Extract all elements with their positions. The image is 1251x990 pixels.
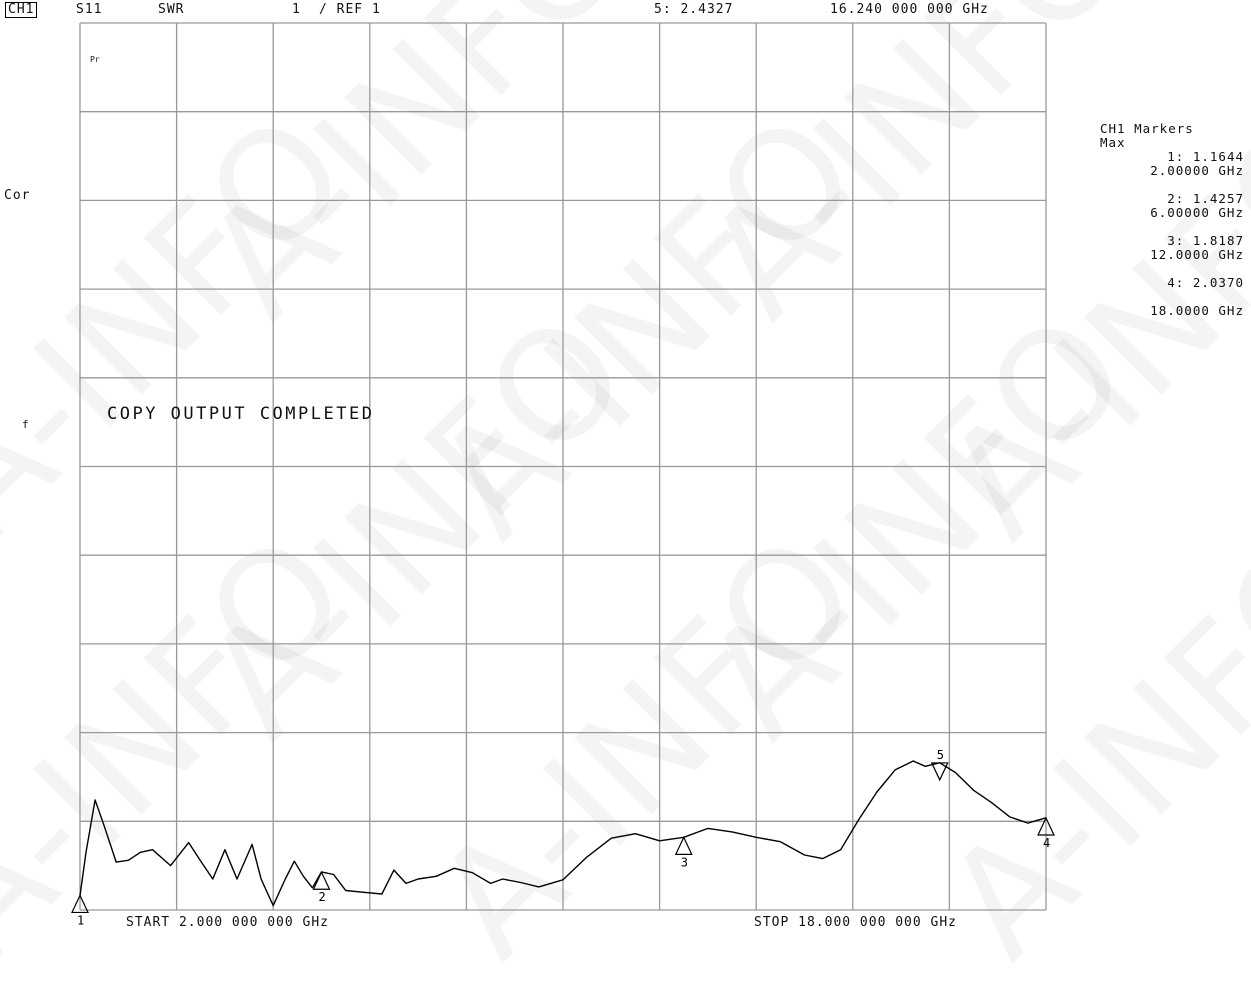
correction-indicator: Cor bbox=[4, 188, 31, 203]
swr-trace bbox=[79, 760, 1047, 907]
marker-1-label: 1 bbox=[77, 913, 84, 927]
marker-2-value: 2: 1.4257 bbox=[1167, 191, 1244, 206]
stop-frequency: STOP 18.000 000 000 GHz bbox=[754, 915, 958, 930]
copy-output-message: COPY OUTPUT COMPLETED bbox=[107, 404, 375, 424]
trace-group bbox=[79, 760, 1047, 907]
start-frequency: START 2.000 000 000 GHz bbox=[126, 915, 330, 930]
marker-5-icon bbox=[930, 762, 949, 782]
plot-flag: Pr bbox=[90, 55, 100, 64]
grid bbox=[79, 22, 1047, 911]
active-marker-frequency: 16.240 000 000 GHz bbox=[830, 2, 989, 17]
plot-area: 1 2 3 4 5 bbox=[71, 22, 1055, 927]
marker-panel-title: CH1 Markers bbox=[1100, 121, 1194, 136]
marker-3-frequency: 12.0000 GHz bbox=[1150, 247, 1244, 262]
marker-3-icon bbox=[674, 835, 693, 855]
marker-1-icon bbox=[71, 894, 89, 914]
marker-panel-mode: Max bbox=[1100, 135, 1126, 150]
marker-4-value: 4: 2.0370 bbox=[1167, 275, 1244, 290]
active-marker-value: 5: 2.4327 bbox=[654, 2, 734, 17]
marker-2-label: 2 bbox=[319, 890, 326, 904]
marker-3-label: 3 bbox=[681, 855, 688, 869]
marker-list-panel: CH1 Markers Max 1: 1.1644 2.00000 GHz 2:… bbox=[1094, 122, 1244, 318]
marker-4-label: 4 bbox=[1043, 836, 1050, 850]
scale-label: 1 bbox=[292, 2, 301, 17]
marker-4-icon bbox=[1037, 816, 1055, 836]
markers: 1 2 3 4 5 bbox=[71, 748, 1055, 927]
marker-1-value: 1: 1.1644 bbox=[1167, 149, 1244, 164]
format-label: SWR bbox=[158, 2, 185, 17]
marker-5-label: 5 bbox=[937, 748, 944, 762]
channel-label: CH1 bbox=[5, 2, 38, 18]
marker-3-value: 3: 1.8187 bbox=[1167, 233, 1244, 248]
marker-1-frequency: 2.00000 GHz bbox=[1150, 163, 1244, 178]
f-indicator: f bbox=[22, 418, 30, 431]
ref-label: / REF 1 bbox=[319, 2, 381, 17]
marker-2-frequency: 6.00000 GHz bbox=[1150, 205, 1244, 220]
marker-4-frequency: 18.0000 GHz bbox=[1150, 303, 1244, 318]
parameter-label: S11 bbox=[76, 2, 103, 17]
marker-2-icon bbox=[312, 870, 331, 890]
